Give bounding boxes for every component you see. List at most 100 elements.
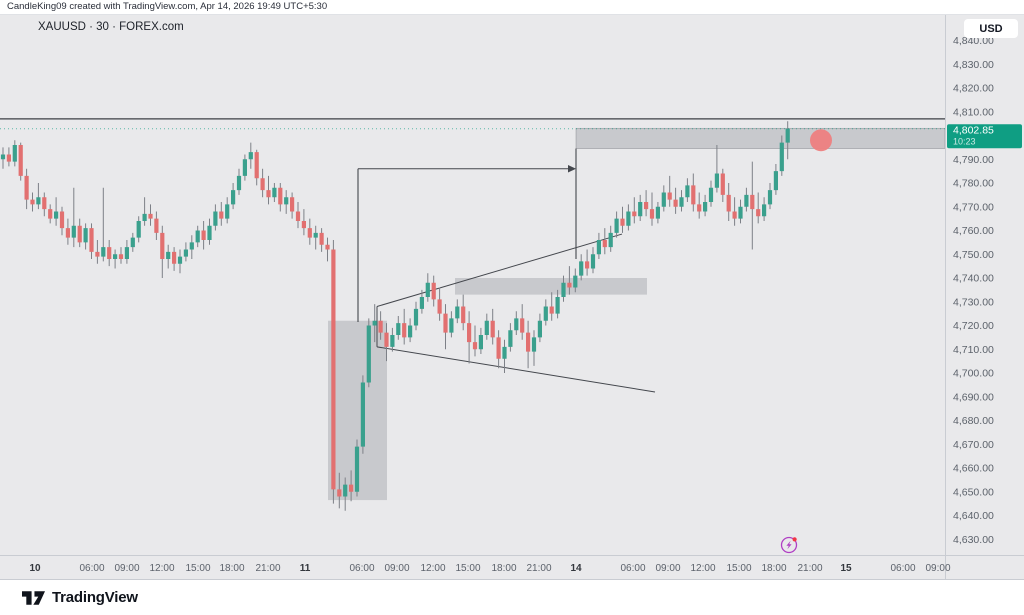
candle-down xyxy=(48,204,53,224)
time-tick-label: 12:00 xyxy=(690,563,715,574)
candle-body xyxy=(337,489,342,497)
price-tick-label: 4,780.00 xyxy=(953,178,994,190)
candle-down xyxy=(260,168,265,198)
candle-body xyxy=(573,275,578,288)
candle-body xyxy=(77,225,82,243)
candle-up xyxy=(213,204,218,231)
candle-body xyxy=(266,190,271,198)
candle-up xyxy=(236,168,242,195)
candle-up xyxy=(313,225,318,250)
upper-trendline[interactable] xyxy=(376,233,623,307)
candle-down xyxy=(567,266,572,295)
candle-down xyxy=(437,287,442,321)
symbol-title[interactable]: XAUUSD · 30 · FOREX.com xyxy=(38,21,184,33)
time-tick-label: 21:00 xyxy=(255,563,280,574)
candle-down xyxy=(59,206,65,236)
candle-down xyxy=(667,175,672,207)
candle-down xyxy=(349,470,354,502)
economic-event-icon[interactable] xyxy=(780,536,798,554)
candle-body xyxy=(779,142,784,172)
candle-down xyxy=(254,149,259,186)
candle-down xyxy=(750,161,755,250)
candle-up xyxy=(396,316,401,340)
candle-up xyxy=(242,154,247,181)
candle-down xyxy=(585,249,590,276)
currency-button[interactable]: USD xyxy=(964,19,1018,38)
candle-body xyxy=(413,308,419,326)
candle-body xyxy=(655,206,660,219)
candle-body xyxy=(101,247,106,257)
price-tick-label: 4,730.00 xyxy=(953,296,994,308)
candle-up xyxy=(177,249,183,274)
candle-down xyxy=(331,240,336,504)
price-tick-label: 4,830.00 xyxy=(953,59,994,71)
candle-body xyxy=(685,185,690,198)
candle-body xyxy=(36,197,41,205)
candle-body xyxy=(596,240,601,255)
candle-down xyxy=(172,247,177,271)
time-tick-label: 06:00 xyxy=(890,563,915,574)
candle-body xyxy=(431,282,436,300)
candle-up xyxy=(142,197,147,226)
circle-marker[interactable] xyxy=(810,129,832,152)
candle-body xyxy=(461,306,466,324)
lower-trendline[interactable] xyxy=(376,346,656,393)
candle-body xyxy=(207,225,212,240)
candle-down xyxy=(154,211,159,240)
candle-down xyxy=(6,147,11,167)
candle-body xyxy=(260,178,265,191)
candle-body xyxy=(89,228,94,252)
candle-body xyxy=(201,230,206,240)
candle-body xyxy=(520,318,525,333)
candle-body xyxy=(555,297,560,314)
candle-up xyxy=(54,197,59,226)
candle-body xyxy=(231,190,236,205)
candle-body xyxy=(472,342,478,350)
candle-body xyxy=(154,218,159,233)
time-day-label: 11 xyxy=(300,563,311,574)
candle-body xyxy=(148,213,153,219)
candle-up xyxy=(596,232,601,259)
candle-body xyxy=(437,299,442,314)
candle-body xyxy=(12,145,17,162)
candle-up xyxy=(543,299,548,326)
candle-body xyxy=(526,332,531,352)
candle-up xyxy=(449,311,454,338)
candle-body xyxy=(667,192,672,200)
candle-down xyxy=(384,323,389,362)
candle-body xyxy=(590,254,596,269)
candle-body xyxy=(490,320,495,338)
candle-body xyxy=(236,175,242,191)
candle-body xyxy=(295,211,301,221)
candle-body xyxy=(620,218,625,226)
candle-body xyxy=(290,197,295,212)
candle-body xyxy=(602,240,607,248)
price-tick-label: 4,680.00 xyxy=(953,415,994,427)
price-tick-label: 4,790.00 xyxy=(953,154,994,166)
candle-body xyxy=(738,206,743,219)
candle-body xyxy=(319,232,324,245)
candle-down xyxy=(295,202,301,229)
supply-zone[interactable] xyxy=(575,127,946,149)
candle-body xyxy=(543,306,548,321)
candle-up xyxy=(413,301,419,331)
footer-bar: TradingView xyxy=(0,580,1024,615)
candle-up xyxy=(189,235,194,259)
candle-body xyxy=(708,187,714,202)
candle-body xyxy=(331,249,336,490)
time-tick-label: 06:00 xyxy=(620,563,645,574)
price-scale[interactable]: 4,840.00 4,830.00 4,820.00 4,810.00 4,790.00… xyxy=(953,35,994,546)
time-scale[interactable]: 10 06:00 09:00 12:00 15:00 18:00 21:00 11 06:00 0… xyxy=(29,563,951,574)
candle-body xyxy=(183,249,188,257)
time-tick-label: 06:00 xyxy=(79,563,104,574)
candle-body xyxy=(773,171,778,191)
candle-up xyxy=(537,313,542,343)
price-tick-label: 4,840.00 xyxy=(953,35,994,47)
candle-up xyxy=(555,289,560,319)
candle-body xyxy=(219,211,224,219)
candle-down xyxy=(443,304,448,350)
candle-up xyxy=(679,190,684,212)
candle-down xyxy=(496,330,501,369)
mid-consolidation-zone[interactable] xyxy=(455,278,647,295)
